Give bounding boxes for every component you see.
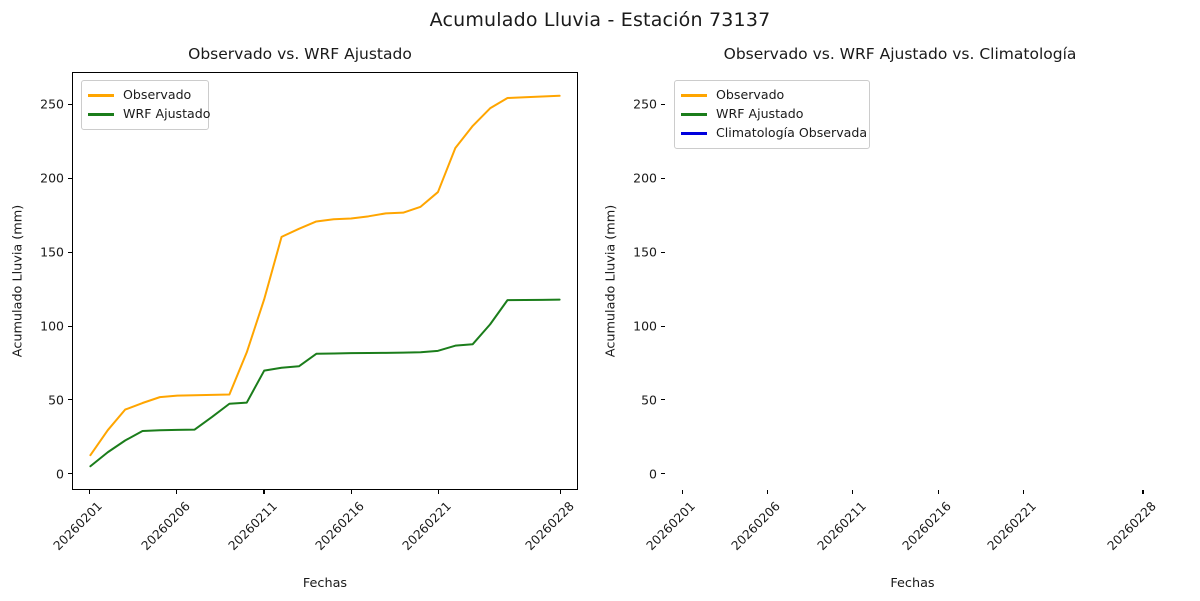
y-tick-mark: [68, 473, 72, 475]
series-line-wrf-ajustado: [90, 300, 559, 467]
x-tick-mark: [437, 490, 439, 494]
legend-color-swatch: [88, 113, 114, 116]
y-tick-mark: [68, 177, 72, 179]
x-axis-label-right: Fechas: [890, 576, 935, 591]
series-lines-left: [73, 73, 577, 489]
y-tick-mark: [68, 103, 72, 106]
panel-left-title: Observado vs. WRF Ajustado: [188, 45, 412, 63]
x-tick-mark: [681, 490, 683, 494]
y-tick-mark: [661, 177, 665, 179]
y-tick-label: 100: [633, 318, 657, 334]
y-tick-mark: [661, 399, 665, 401]
legend-left[interactable]: Observado WRF Ajustado: [81, 80, 210, 130]
legend-label: Observado: [716, 87, 785, 103]
y-tick-label: 250: [633, 96, 657, 112]
x-tick-mark: [852, 490, 854, 494]
legend-entry[interactable]: Climatología Observada: [681, 124, 867, 143]
legend-label: WRF Ajustado: [716, 106, 804, 122]
x-tick-mark: [766, 490, 768, 494]
legend-label: WRF Ajustado: [123, 106, 211, 122]
legend-entry[interactable]: Observado: [681, 86, 861, 105]
y-tick-mark: [661, 251, 665, 253]
y-tick-mark: [68, 251, 72, 253]
x-tick-mark: [937, 490, 939, 494]
y-tick-label: 150: [40, 244, 64, 260]
panel-right-title: Observado vs. WRF Ajustado vs. Climatolo…: [723, 45, 1077, 63]
y-tick-mark: [661, 325, 665, 327]
y-tick-label: 250: [40, 96, 64, 112]
y-tick-label: 0: [56, 466, 64, 482]
legend-right[interactable]: Observado WRF Ajustado Climatología Observ…: [674, 80, 870, 149]
y-tick-label: 200: [40, 170, 64, 186]
legend-label: Observado: [123, 87, 192, 103]
legend-entry[interactable]: Observado: [88, 86, 200, 105]
x-axis-label-left: Fechas: [302, 576, 348, 591]
y-tick-label: 200: [633, 170, 657, 186]
y-tick-label: 150: [633, 244, 657, 260]
y-axis-label-right: Acumulado Lluvia (mm): [603, 204, 619, 358]
legend-color-swatch: [681, 94, 707, 97]
x-tick-mark: [88, 490, 91, 494]
figure-title: Acumulado Lluvia - Estación 73137: [429, 9, 771, 31]
legend-color-swatch: [681, 132, 707, 135]
legend-color-swatch: [681, 113, 707, 116]
legend-color-swatch: [88, 94, 114, 97]
x-tick-mark: [350, 490, 352, 494]
chart-panel-right: Observado vs. WRF Ajustado vs. Climatolo…: [600, 0, 1200, 600]
x-tick-mark: [176, 490, 178, 494]
legend-entry[interactable]: WRF Ajustado: [681, 105, 861, 124]
y-tick-label: 100: [40, 318, 64, 334]
x-tick-mark: [560, 490, 562, 494]
series-line-observado: [90, 96, 559, 455]
y-tick-label: 50: [48, 392, 64, 408]
y-tick-label: 50: [641, 392, 657, 408]
legend-entry[interactable]: WRF Ajustado: [88, 105, 210, 124]
y-tick-mark: [68, 399, 72, 401]
y-tick-mark: [661, 103, 665, 106]
plot-area-left: [72, 72, 578, 490]
legend-label: Climatología Observada: [716, 125, 868, 141]
x-tick-mark: [1142, 490, 1144, 494]
y-tick-mark: [661, 473, 665, 475]
y-tick-mark: [68, 325, 72, 327]
chart-panel-left: Observado vs. WRF Ajustado 0 50 100 150 200 2…: [0, 0, 600, 600]
y-tick-label: 0: [649, 466, 657, 482]
x-tick-mark: [1022, 490, 1025, 494]
y-axis-label-left: Acumulado Lluvia (mm): [10, 204, 26, 358]
x-tick-mark: [263, 490, 265, 494]
